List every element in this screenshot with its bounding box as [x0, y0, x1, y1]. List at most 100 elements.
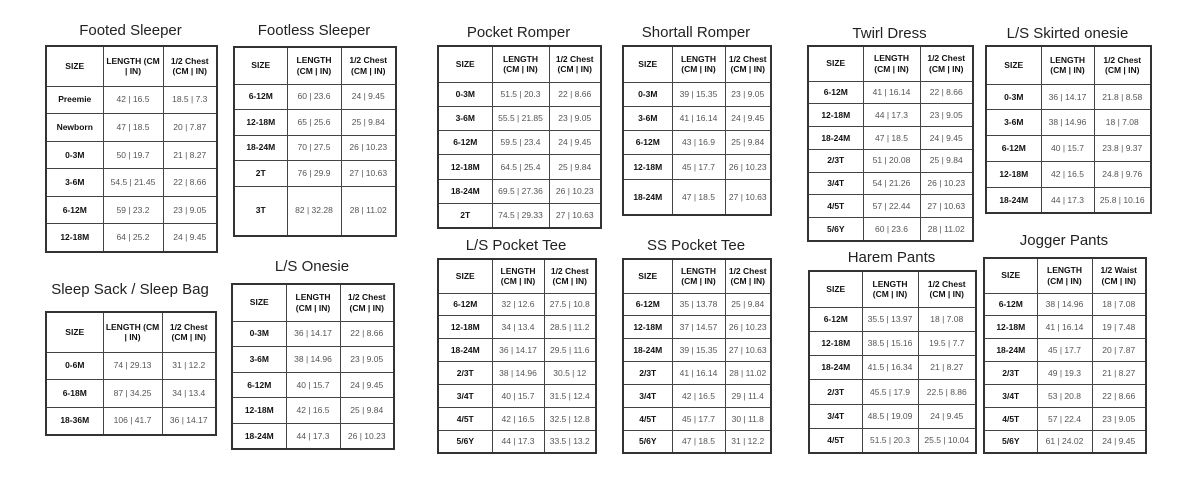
table-row: 6-12M 41 | 16.14 22 | 8.66 — [807, 80, 974, 105]
table-row: Newborn 47 | 18.5 20 | 7.87 — [45, 113, 218, 142]
size-cell: 18-24M — [807, 126, 864, 150]
table-row: 3/4T 42 | 16.5 29 | 11.4 — [622, 384, 772, 408]
table-row: 4/5T 51.5 | 20.3 25.5 | 10.04 — [808, 427, 977, 454]
length-cell: 50 | 19.7 — [102, 140, 164, 170]
size-cell: 0-3M — [622, 81, 673, 107]
table-row: 0-3M 36 | 14.17 22 | 8.66 — [231, 320, 395, 348]
length-cell: 44 | 17.3 — [1040, 186, 1095, 214]
table-row: 4/5T 42 | 16.5 32.5 | 12.8 — [437, 406, 597, 431]
width-cell: 27 | 10.63 — [548, 202, 602, 229]
width-cell: 18.5 | 7.3 — [162, 85, 218, 115]
column-header: 1/2 Chest (CM | IN) — [919, 45, 974, 82]
header-row: SIZE LENGTH (CM | IN) 1/2 Chest (CM | IN) — [233, 46, 397, 85]
length-cell: 70 | 27.5 — [286, 134, 342, 161]
column-header: 1/2 Chest (CM | IN) — [543, 258, 597, 294]
column-header: LENGTH (CM | IN) — [861, 270, 919, 308]
chart-title: Jogger Pants — [1019, 232, 1109, 249]
length-cell: 76 | 29.9 — [286, 160, 342, 187]
length-cell: 44 | 17.3 — [285, 422, 341, 450]
size-cell: Newborn — [45, 113, 104, 142]
width-cell: 28 | 11.02 — [919, 217, 974, 242]
length-cell: 45 | 17.7 — [671, 406, 726, 431]
size-cell: 3-6M — [622, 105, 673, 132]
table-row: 0-3M 51.5 | 20.3 22 | 8.66 — [437, 81, 602, 107]
size-cell: 12-18M — [622, 315, 673, 340]
width-cell: 26 | 10.23 — [724, 154, 772, 180]
width-cell: 31 | 12.2 — [724, 429, 772, 454]
table-row: 6-12M 60 | 23.6 24 | 9.45 — [233, 83, 397, 110]
size-cell: 12-18M — [437, 154, 493, 180]
size-cell: 18-24M — [985, 186, 1042, 214]
table-row: 18-24M 44 | 17.3 25.8 | 10.16 — [985, 186, 1152, 214]
table-row: 6-12M 32 | 12.6 27.5 | 10.8 — [437, 292, 597, 317]
width-cell: 26 | 10.23 — [340, 134, 397, 161]
table-row: 2/3T 49 | 19.3 21 | 8.27 — [983, 361, 1147, 386]
length-cell: 36 | 14.17 — [285, 320, 341, 348]
size-table: SIZE LENGTH (CM | IN) 1/2 Chest (CM | IN) P… — [45, 45, 218, 253]
column-header: 1/2 Waist (CM | IN) — [1091, 257, 1147, 294]
length-cell: 40 | 15.7 — [1040, 135, 1095, 162]
table-row: 3T 82 | 32.28 28 | 11.02 — [233, 185, 397, 237]
size-cell: 0-6M — [45, 351, 104, 381]
length-cell: 36 | 14.17 — [491, 338, 545, 363]
chart-title: SS Pocket Tee — [646, 237, 746, 254]
width-cell: 23 | 9.05 — [724, 81, 772, 107]
length-cell: 38 | 14.96 — [1040, 109, 1095, 137]
column-header: 1/2 Chest (CM | IN) — [162, 45, 218, 87]
column-header: 1/2 Chest (CM | IN) — [1093, 45, 1152, 85]
width-cell: 18 | 7.08 — [917, 306, 977, 332]
header-row: SIZE LENGTH (CM | IN) 1/2 Chest (CM | IN) — [437, 258, 597, 294]
length-cell: 82 | 32.28 — [286, 185, 342, 237]
column-header: SIZE — [622, 258, 673, 294]
length-cell: 51.5 | 20.3 — [491, 81, 550, 107]
width-cell: 27 | 10.63 — [340, 160, 397, 187]
width-cell: 25.8 | 10.16 — [1093, 186, 1152, 214]
length-cell: 61 | 24.02 — [1036, 429, 1093, 454]
size-cell: 18-24M — [231, 422, 287, 450]
column-header: 1/2 Chest (CM | IN) — [724, 258, 772, 294]
size-cell: 6-12M — [807, 80, 864, 105]
size-cell: 12-18M — [985, 160, 1042, 188]
width-cell: 24 | 9.45 — [917, 403, 977, 429]
size-cell: 6-12M — [233, 83, 288, 110]
table-row: 0-6M 74 | 29.13 31 | 12.2 — [45, 351, 217, 381]
length-cell: 44 | 17.3 — [491, 429, 545, 454]
length-cell: 39 | 15.35 — [671, 81, 726, 107]
table-row: 6-12M 40 | 15.7 24 | 9.45 — [231, 371, 395, 399]
length-cell: 36 | 14.17 — [1040, 83, 1095, 111]
table-row: 18-24M 41.5 | 16.34 21 | 8.27 — [808, 355, 977, 381]
width-cell: 24 | 9.45 — [724, 105, 772, 132]
size-cell: 3-6M — [985, 109, 1042, 137]
size-cell: 18-24M — [622, 338, 673, 363]
column-header: SIZE — [45, 45, 104, 87]
size-table: SIZE LENGTH (CM | IN) 1/2 Chest (CM | IN) 6… — [622, 258, 772, 455]
size-cell: 2/3T — [807, 148, 864, 173]
size-cell: 5/6Y — [437, 429, 493, 454]
table-row: 6-12M 35.5 | 13.97 18 | 7.08 — [808, 306, 977, 332]
length-cell: 45 | 17.7 — [1036, 338, 1093, 363]
size-cell: 3/4T — [983, 384, 1038, 408]
size-table: SIZE LENGTH (CM | IN) 1/2 Chest (CM | IN) 0… — [437, 45, 602, 229]
size-cell: 12-18M — [622, 154, 673, 180]
column-header: LENGTH (CM | IN) — [285, 283, 341, 322]
width-cell: 23.8 | 9.37 — [1093, 135, 1152, 162]
size-cell: 4/5T — [983, 406, 1038, 431]
table-row: 3/4T 53 | 20.8 22 | 8.66 — [983, 384, 1147, 408]
width-cell: 20 | 7.87 — [162, 113, 218, 142]
length-cell: 47 | 18.5 — [671, 178, 726, 216]
length-cell: 42 | 16.5 — [285, 397, 341, 424]
width-cell: 28 | 11.02 — [724, 361, 772, 386]
length-cell: 43 | 16.9 — [671, 130, 726, 156]
size-cell: Preemie — [45, 85, 104, 115]
size-cell: 12-18M — [807, 103, 864, 128]
size-cell: 12-18M — [808, 330, 863, 357]
table-row: 0-3M 36 | 14.17 21.8 | 8.58 — [985, 83, 1152, 111]
width-cell: 21 | 8.27 — [162, 140, 218, 170]
length-cell: 65 | 25.6 — [286, 109, 342, 136]
size-cell: 0-3M — [437, 81, 493, 107]
size-cell: 4/5T — [808, 427, 863, 454]
table-row: 18-24M 69.5 | 27.36 26 | 10.23 — [437, 178, 602, 204]
length-cell: 38 | 14.96 — [491, 361, 545, 386]
header-row: SIZE LENGTH (CM | IN) 1/2 Chest (CM | IN) — [807, 45, 974, 82]
width-cell: 18 | 7.08 — [1091, 292, 1147, 317]
